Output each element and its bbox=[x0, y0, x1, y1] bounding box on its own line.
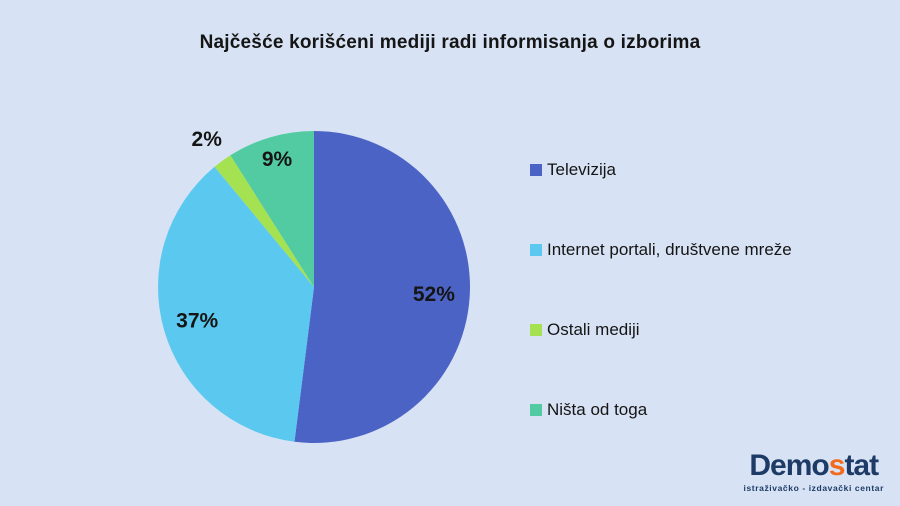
pie-data-label: 52% bbox=[413, 283, 455, 306]
legend-item-televizija: Televizija bbox=[530, 156, 792, 184]
legend-item-nista-od-toga: Ništa od toga bbox=[530, 396, 792, 424]
pie-slice-4 bbox=[230, 131, 314, 287]
pie-slice-3 bbox=[214, 155, 314, 287]
pie-data-label: 2% bbox=[192, 128, 223, 151]
wordmark-suffix: tat bbox=[844, 449, 879, 482]
legend-label: Televizija bbox=[547, 160, 616, 179]
legend: Televizija Internet portali, društvene m… bbox=[530, 156, 792, 476]
pie-data-label: 37% bbox=[176, 309, 218, 332]
pie-slice-1 bbox=[294, 131, 471, 443]
legend-label: Ostali mediji bbox=[547, 320, 640, 339]
demostat-logo: Demostat istraživačko - izdavački centar bbox=[743, 451, 885, 494]
legend-label: Ništa od toga bbox=[547, 400, 648, 419]
pie-chart: 52% 37% 2% 9% bbox=[157, 128, 471, 443]
demostat-wordmark: Demostat bbox=[744, 451, 885, 481]
wordmark-prefix: Demo bbox=[749, 449, 829, 482]
legend-swatch-internet-portali bbox=[530, 244, 542, 256]
pie-slice-2 bbox=[157, 166, 314, 442]
chart-title: Najčešće korišćeni mediji radi informisa… bbox=[199, 32, 701, 53]
legend-swatch-nista-od-toga bbox=[530, 404, 542, 416]
legend-label: Internet portali, društvene mreže bbox=[547, 240, 792, 259]
legend-item-internet-portali: Internet portali, društvene mreže bbox=[530, 236, 792, 264]
pie-data-label: 9% bbox=[262, 148, 293, 171]
legend-swatch-ostali-mediji bbox=[530, 324, 542, 336]
demostat-logo-subtitle: istraživačko - izdavački centar bbox=[743, 483, 884, 493]
wordmark-accent: s bbox=[828, 449, 846, 482]
legend-item-ostali-mediji: Ostali mediji bbox=[530, 316, 792, 344]
legend-swatch-televizija bbox=[530, 164, 542, 176]
